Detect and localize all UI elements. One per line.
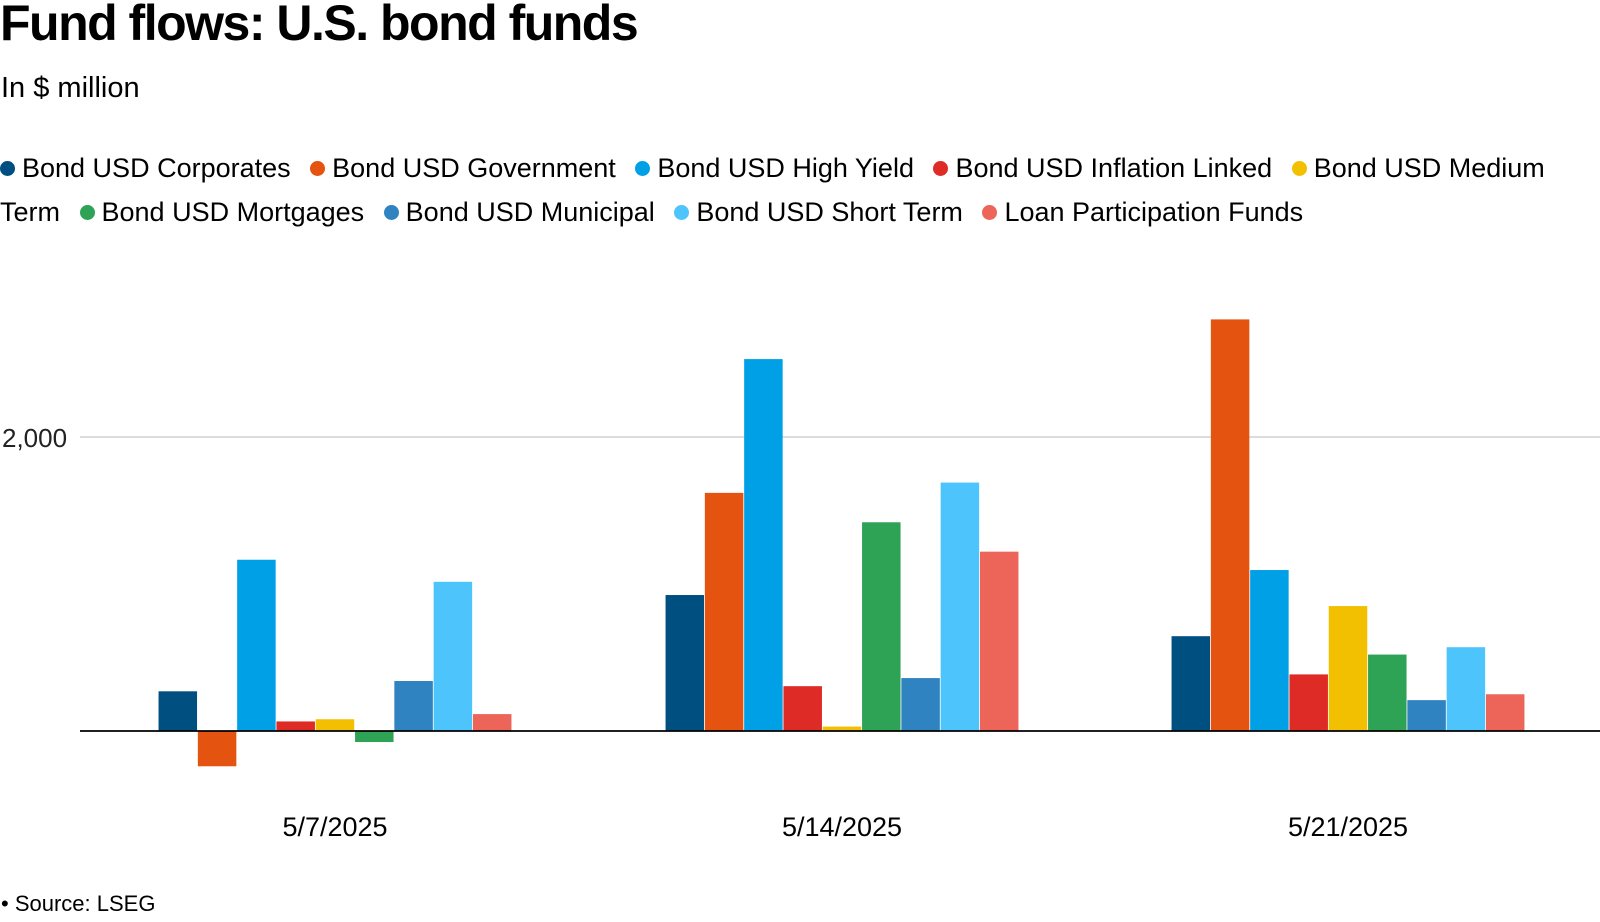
bar [355, 731, 394, 743]
legend-swatch [635, 161, 651, 176]
bar [1328, 606, 1368, 731]
legend-item: Bond USD Medium Term [0, 153, 1545, 227]
x-tick-label: 5/7/2025 [282, 812, 387, 842]
legend-label: Bond USD Inflation Linked [955, 153, 1273, 183]
bar [1407, 700, 1446, 731]
legend-swatch [0, 161, 15, 176]
bar [433, 581, 473, 731]
legend-item: Bond USD Municipal [383, 197, 655, 227]
x-tick-label: 5/21/2025 [1288, 812, 1408, 842]
bar [1171, 636, 1211, 731]
bar [940, 482, 980, 731]
legend-item: Bond USD Corporates [0, 153, 291, 183]
bar [822, 726, 862, 731]
source-note: • Source: LSEG [1, 891, 155, 917]
bar [1250, 570, 1289, 731]
bar [665, 595, 705, 731]
bar [783, 686, 822, 731]
bar [472, 714, 512, 731]
legend-item: Bond USD High Yield [635, 153, 914, 183]
chart-title: Fund flows: U.S. bond funds [0, 0, 639, 51]
bar [901, 678, 940, 731]
bar [1368, 654, 1407, 731]
legend-item: Bond USD Inflation Linked [933, 153, 1272, 183]
legend-swatch [933, 161, 949, 176]
bar [315, 719, 355, 731]
legend-item: Bond USD Mortgages [79, 197, 365, 227]
bar [394, 681, 433, 731]
x-tick-label: 5/14/2025 [782, 812, 902, 842]
y-tick-label: 2,000 [2, 423, 67, 453]
legend-swatch [982, 205, 998, 220]
legend-item: Loan Participation Funds [982, 197, 1303, 227]
source-text: Source: LSEG [14, 891, 156, 916]
bar [1289, 674, 1328, 731]
bar [979, 551, 1019, 731]
bar [237, 559, 276, 731]
bar [276, 721, 315, 731]
legend-swatch [674, 205, 690, 220]
legend-label: Loan Participation Funds [1004, 197, 1304, 227]
chart-legend: Bond USD Corporates Bond USD Government … [0, 146, 1598, 234]
bar [862, 522, 901, 731]
bar [197, 731, 237, 767]
legend-swatch [79, 205, 95, 220]
bar [1485, 694, 1525, 731]
legend-label: Bond USD Short Term [696, 197, 963, 227]
chart-subtitle: In $ million [1, 72, 140, 104]
bar [1446, 647, 1486, 731]
legend-swatch [383, 205, 399, 220]
bar [158, 691, 198, 731]
legend-item: Bond USD Government [310, 153, 616, 183]
legend-label: Bond USD Corporates [22, 153, 291, 183]
legend-label: Bond USD Municipal [405, 197, 655, 227]
legend-label: Bond USD Mortgages [101, 197, 365, 227]
legend-label: Bond USD High Yield [657, 153, 914, 183]
legend-item: Bond USD Short Term [674, 197, 963, 227]
legend-label: Bond USD Government [332, 153, 616, 183]
bar [704, 492, 744, 731]
legend-swatch [310, 161, 326, 176]
legend-swatch [1291, 161, 1307, 176]
bar [1210, 319, 1250, 731]
bullet-icon: • [1, 891, 15, 916]
bar [744, 359, 783, 731]
legend-label: Bond USD Medium Term [0, 153, 1545, 227]
